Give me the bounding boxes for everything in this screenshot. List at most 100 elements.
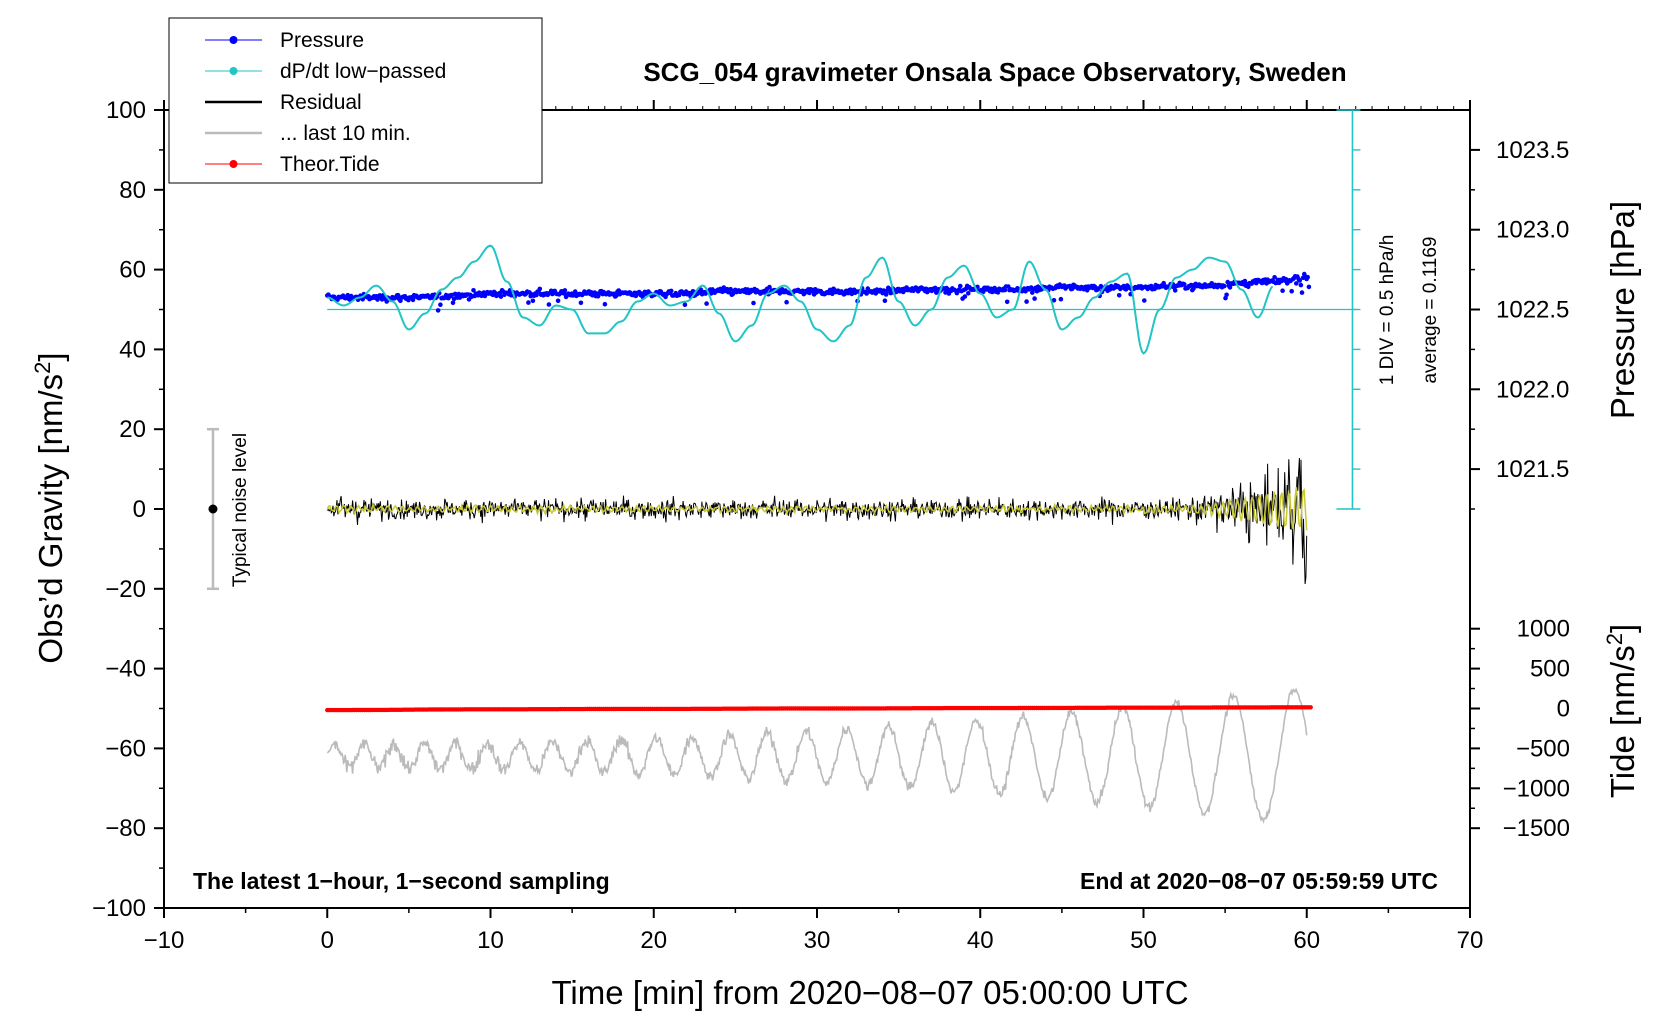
pressure-point — [767, 284, 772, 290]
y-tick-label: −80 — [105, 815, 146, 842]
pressure-point — [546, 302, 552, 307]
dpdt-scale-bar — [1336, 109, 1361, 510]
y-tick-label: −40 — [105, 656, 146, 683]
pressure-point — [602, 301, 608, 307]
pressure-point — [1227, 285, 1233, 290]
pressure-point — [1004, 299, 1010, 305]
tide-tick-label: −1000 — [1503, 775, 1570, 802]
pressure-point — [1222, 283, 1227, 289]
pressure-point — [1070, 286, 1075, 292]
x-tick-label: 10 — [477, 927, 504, 954]
pressure-point — [1058, 296, 1064, 302]
y-tick-label: 0 — [133, 496, 146, 523]
pressure-point — [728, 286, 733, 292]
y-axis-ticks: 100 80 60 40 20 0 −20 −40 −60 −80 −100 — [92, 97, 164, 922]
legend-label: ... last 10 min. — [280, 122, 411, 145]
x-tick-label: 40 — [967, 927, 994, 954]
pressure-point — [1298, 282, 1304, 288]
legend-label: Pressure — [280, 29, 364, 52]
pressure-point — [883, 292, 889, 297]
series-last10min-line — [326, 687, 1308, 824]
tide-tick-label: −1500 — [1503, 815, 1570, 842]
pressure-point — [1142, 298, 1147, 303]
pressure-point — [887, 286, 892, 292]
pressure-axis-label: Pressure [hPa] — [1604, 201, 1641, 419]
legend-label: Theor.Tide — [280, 153, 380, 176]
pressure-point — [690, 289, 696, 294]
pressure-point — [1242, 278, 1248, 284]
legend-marker — [229, 160, 238, 168]
pressure-point — [882, 298, 888, 304]
tide-point — [1308, 705, 1313, 710]
y-tick-label: 60 — [119, 257, 146, 284]
series-layer — [325, 244, 1356, 824]
pressure-point — [1272, 275, 1277, 280]
noise-label: Typical noise level — [230, 433, 251, 587]
pressure-point — [668, 288, 674, 294]
pressure-point — [537, 286, 543, 292]
div-scale-label: 1 DIV = 0.5 hPa/h — [1377, 235, 1398, 386]
pressure-point — [498, 294, 504, 299]
tide-axis-label: Tide [nm/s2] — [1602, 624, 1642, 798]
legend-label: Residual — [280, 91, 362, 114]
y-tick-label: 80 — [119, 177, 146, 204]
pressure-point — [1188, 282, 1194, 288]
legend-marker — [229, 67, 238, 75]
y-tick-label: 20 — [119, 416, 146, 443]
pressure-point — [395, 292, 401, 298]
pressure-point — [1224, 292, 1229, 298]
pressure-point — [962, 294, 968, 299]
x-axis-label: Time [min] from 2020−08−07 05:00:00 UTC — [551, 974, 1188, 1011]
pressure-point — [555, 298, 561, 304]
pressure-point — [1280, 288, 1285, 294]
x-tick-label: 60 — [1293, 927, 1320, 954]
pressure-point — [1289, 288, 1294, 294]
x-axis-ticks: −10 0 10 20 30 40 50 60 70 — [144, 100, 1484, 954]
series-residual-smoothed — [326, 487, 1308, 531]
pressure-tick-label: 1022.0 — [1496, 376, 1569, 403]
pressure-point — [435, 308, 441, 313]
pressure-point — [1051, 298, 1057, 303]
pressure-point — [1172, 288, 1178, 293]
pressure-tick-label: 1023.0 — [1496, 217, 1569, 244]
pressure-tick-label: 1023.5 — [1496, 137, 1569, 164]
noise-bar — [206, 427, 219, 591]
pressure-point — [1297, 278, 1302, 283]
x-tick-label: 70 — [1457, 927, 1484, 954]
pressure-point — [471, 288, 476, 293]
tide-tick-label: 1000 — [1517, 616, 1570, 643]
x-tick-label: −10 — [144, 927, 185, 954]
x-tick-label: 30 — [804, 927, 831, 954]
tide-axis-ticks: 1000 500 0 −500 −1000 −1500 — [1470, 616, 1570, 842]
y-axis-label-left: Obs’d Gravity [nm/s2] — [30, 352, 70, 663]
pressure-point — [1116, 293, 1122, 298]
tide-label-end: ] — [1604, 624, 1641, 633]
pressure-point — [784, 299, 789, 305]
pressure-point — [450, 300, 456, 306]
pressure-tick-label: 1022.5 — [1496, 297, 1569, 324]
minor-ticks — [159, 106, 1475, 913]
legend-label: dP/dt low−passed — [280, 60, 446, 83]
pressure-point — [682, 302, 688, 308]
pressure-point — [1002, 287, 1008, 293]
pressure-point — [751, 300, 756, 306]
tide-tick-label: 500 — [1530, 656, 1570, 683]
y-label-main: Obs’d Gravity [nm/s — [32, 374, 69, 664]
pressure-axis-ticks: 1023.5 1023.0 1022.5 1022.0 1021.5 — [1470, 137, 1569, 483]
series-theor-tide — [325, 705, 1313, 713]
pressure-tick-label: 1021.5 — [1496, 456, 1569, 483]
pressure-point — [530, 298, 536, 304]
pressure-point — [562, 288, 568, 293]
pressure-point — [704, 301, 709, 306]
legend: Pressure dP/dt low−passed Residual ... last… — [168, 17, 543, 184]
pressure-point — [438, 302, 443, 308]
series-residual-line — [326, 457, 1308, 585]
pressure-point — [1246, 284, 1251, 290]
y-tick-label: 100 — [106, 97, 146, 124]
y-tick-label: −20 — [105, 576, 146, 603]
x-tick-label: 20 — [640, 927, 667, 954]
pressure-point — [1032, 296, 1037, 301]
y-label-sup: 2 — [30, 362, 55, 374]
series-dpdt-line — [327, 244, 1274, 355]
